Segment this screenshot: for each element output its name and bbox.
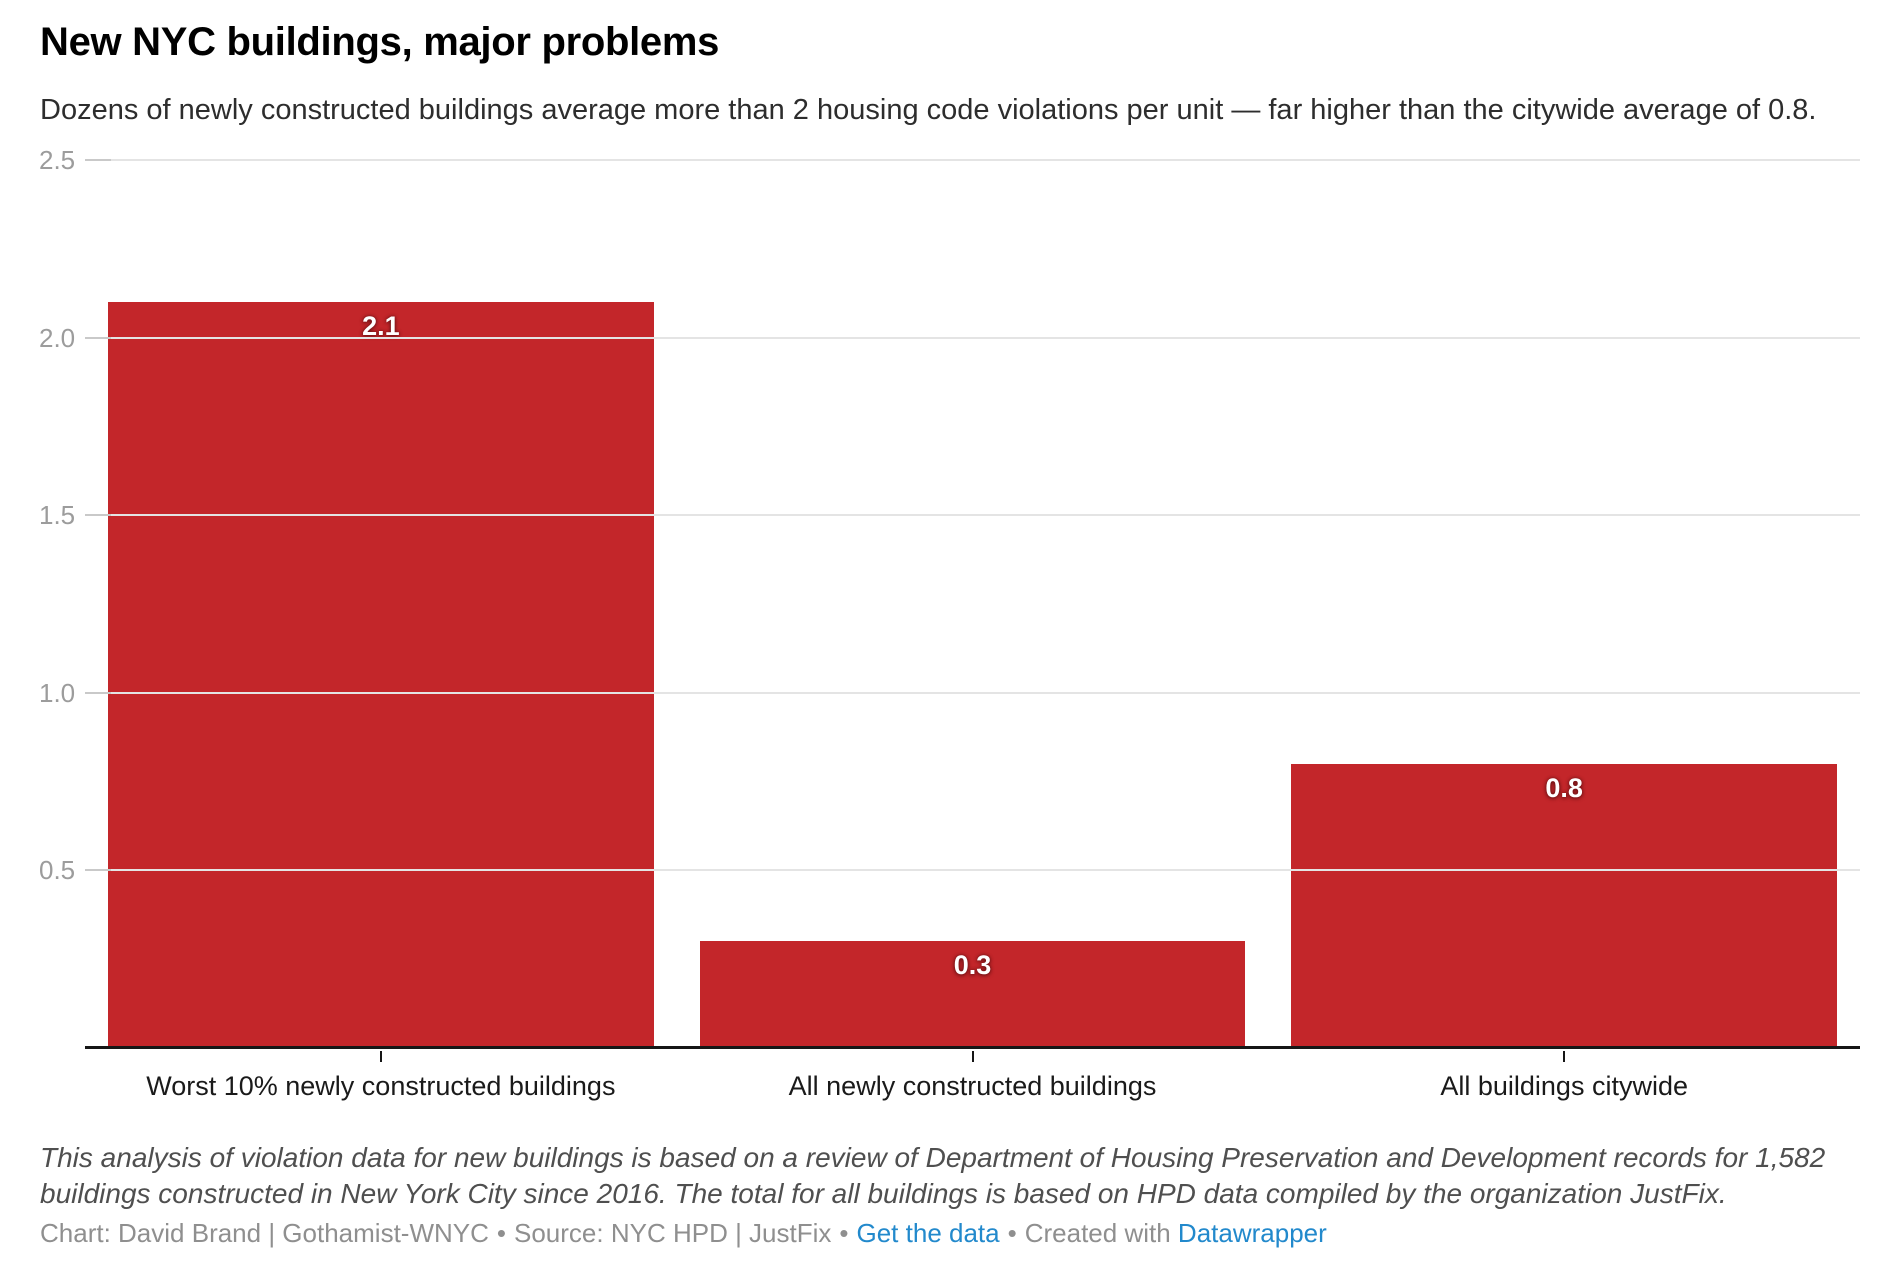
x-axis-slot: All buildings citywide bbox=[1268, 1051, 1860, 1102]
bar: 0.3 bbox=[699, 941, 1246, 1048]
bar-value-label: 0.8 bbox=[1545, 772, 1583, 803]
byline-text: Chart: David Brand | Gothamist-WNYC bbox=[40, 1218, 489, 1248]
y-axis-label: 0.5 bbox=[39, 855, 76, 886]
bar-value-label: 2.1 bbox=[362, 311, 400, 342]
x-axis-labels: Worst 10% newly constructed buildings All… bbox=[85, 1051, 1860, 1102]
x-axis-tick bbox=[1563, 1051, 1566, 1062]
gridline bbox=[85, 336, 1860, 339]
chart-title: New NYC buildings, major problems bbox=[40, 20, 720, 64]
gridline bbox=[85, 869, 1860, 872]
get-the-data-link[interactable]: Get the data bbox=[856, 1218, 1000, 1248]
bar: 0.8 bbox=[1291, 763, 1837, 1048]
bar-slot: 0.8 bbox=[1268, 160, 1860, 1048]
chart-notes: This analysis of violation data for new … bbox=[40, 1142, 1826, 1209]
x-axis-label: All buildings citywide bbox=[1440, 1071, 1688, 1101]
gridline bbox=[85, 159, 1860, 161]
y-axis-label: 2.0 bbox=[39, 322, 76, 353]
bar-slot: 0.3 bbox=[677, 160, 1269, 1048]
y-axis-label: 1.5 bbox=[39, 500, 76, 531]
gridline bbox=[85, 514, 1860, 517]
created-with-text: Created with bbox=[1024, 1218, 1171, 1248]
gridline bbox=[85, 691, 1860, 694]
separator-dot: • bbox=[496, 1218, 506, 1248]
separator-dot: • bbox=[839, 1218, 849, 1248]
y-axis-label: 1.0 bbox=[39, 677, 76, 708]
y-axis-label: 2.5 bbox=[39, 145, 76, 175]
bar-value-label: 0.3 bbox=[953, 950, 992, 981]
x-axis-tick bbox=[379, 1051, 382, 1062]
x-axis-label: Worst 10% newly constructed buildings bbox=[146, 1071, 616, 1101]
separator-dot: • bbox=[1007, 1218, 1017, 1248]
credit-line: Chart: David Brand | Gothamist-WNYC • Sour… bbox=[40, 1218, 1327, 1249]
datawrapper-link[interactable]: Datawrapper bbox=[1177, 1218, 1327, 1248]
chart-subtitle: Dozens of newly constructed buildings av… bbox=[40, 94, 1817, 126]
plot-area: 2.1 0.3 0.8 0.5 1.0 1.5 2.0 2.5 bbox=[39, 147, 1860, 1049]
bar: 2.1 bbox=[108, 302, 654, 1048]
x-axis-slot: All newly constructed buildings bbox=[677, 1051, 1269, 1102]
x-axis-tick bbox=[971, 1051, 974, 1062]
source-text: Source: NYC HPD | JustFix bbox=[514, 1218, 832, 1248]
x-axis-line bbox=[85, 1046, 1860, 1049]
bar-slot: 2.1 bbox=[85, 160, 677, 1048]
bars-container: 2.1 0.3 0.8 bbox=[85, 160, 1860, 1048]
x-axis-slot: Worst 10% newly constructed buildings bbox=[85, 1051, 677, 1102]
x-axis-label: All newly constructed buildings bbox=[788, 1071, 1157, 1101]
